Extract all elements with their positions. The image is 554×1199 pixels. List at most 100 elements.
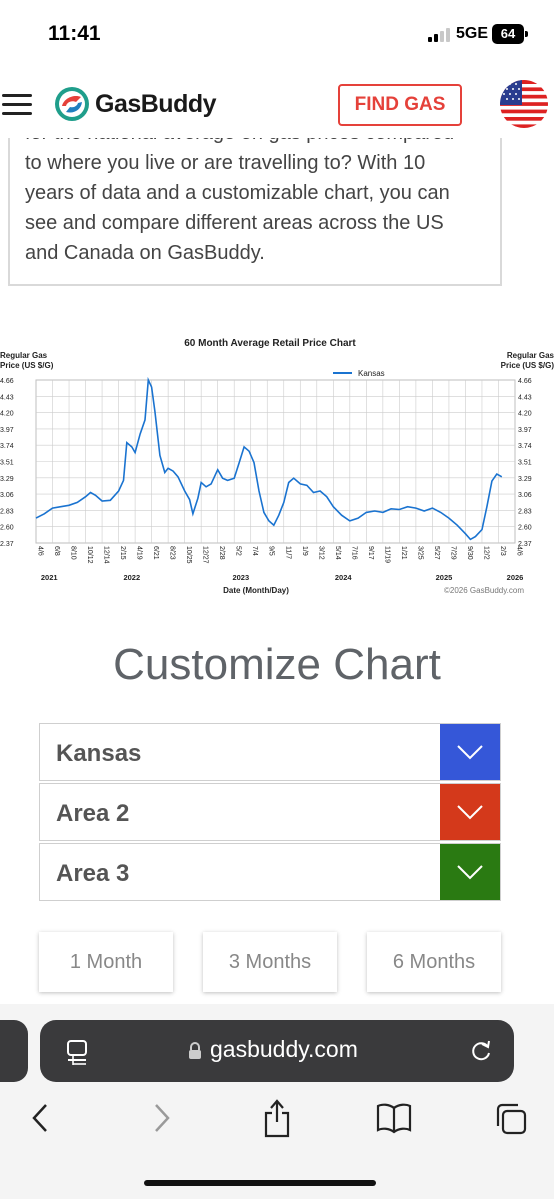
year-label: 2024 <box>335 573 353 582</box>
forward-icon[interactable] <box>150 1102 172 1134</box>
x-tick-label: 1/21 <box>400 546 407 560</box>
bookmarks-icon[interactable] <box>376 1102 412 1134</box>
find-gas-button[interactable]: FIND GAS <box>338 84 462 126</box>
article-line: see and compare different areas across t… <box>25 212 444 234</box>
area-2-dropdown-button[interactable] <box>440 784 500 840</box>
chevron-down-icon <box>457 805 483 820</box>
x-tick-label: 5/2 <box>235 546 242 556</box>
chevron-down-icon <box>457 865 483 880</box>
back-icon[interactable] <box>30 1102 52 1134</box>
x-tick-label: 4/6 <box>516 546 523 556</box>
network-label: 5GE <box>456 25 489 42</box>
x-tick-label: 3/25 <box>416 546 423 560</box>
status-time: 11:41 <box>48 22 101 45</box>
x-tick-label: 7/29 <box>449 546 456 560</box>
area-2-label: Area 2 <box>56 800 130 827</box>
range-6-months-button[interactable]: 6 Months <box>367 932 501 992</box>
x-tick-label: 11/7 <box>284 546 291 559</box>
x-tick-label: 2/15 <box>119 546 126 560</box>
year-label: 2023 <box>232 573 249 582</box>
y-tick-label: 3.29 <box>518 476 532 483</box>
status-bar: 11:41 5GE 64 <box>0 0 554 66</box>
x-tick-label: 12/27 <box>202 546 209 564</box>
area-1-dropdown-button[interactable] <box>440 724 500 780</box>
legend-label: Kansas <box>358 369 385 378</box>
x-tick-label: 7/4 <box>251 546 258 556</box>
x-tick-label: 7/16 <box>350 546 357 560</box>
y-tick-label: 4.66 <box>0 378 14 385</box>
x-tick-label: 4/19 <box>136 546 143 560</box>
area-3-label: Area 3 <box>56 860 130 887</box>
x-tick-label: 5/27 <box>433 546 440 560</box>
year-label: 2025 <box>436 573 453 582</box>
area-1-select[interactable]: Kansas <box>39 723 501 781</box>
url-text: gasbuddy.com <box>210 1036 358 1062</box>
customize-chart-title: Customize Chart <box>113 640 441 689</box>
y-axis-label-right: Regular Gas <box>507 351 554 360</box>
y-tick-label: 3.74 <box>0 443 14 450</box>
kansas-series-line <box>35 376 503 541</box>
x-tick-label: 9/17 <box>367 546 374 560</box>
y-axis-label-left: Regular Gas <box>0 351 48 360</box>
y-axis-label-left: Price (US $/G) <box>0 361 54 370</box>
y-tick-label: 4.43 <box>0 394 14 401</box>
article-paragraph: for the national average on gas prices c… <box>25 138 495 268</box>
range-1-month-button[interactable]: 1 Month <box>39 932 173 992</box>
x-tick-label: 3/12 <box>317 546 324 560</box>
y-tick-label: 2.37 <box>0 541 14 548</box>
chevron-down-icon <box>457 745 483 760</box>
x-tick-label: 6/8 <box>53 546 60 556</box>
tabs-icon[interactable] <box>494 1102 528 1136</box>
x-tick-label: 4/6 <box>37 546 44 556</box>
area-3-dropdown-button[interactable] <box>440 844 500 900</box>
x-tick-label: 2/28 <box>218 546 225 560</box>
gasbuddy-logo-icon <box>55 87 89 121</box>
chart-title: 60 Month Average Retail Price Chart <box>184 338 356 349</box>
article-line: for the national average on gas prices c… <box>25 138 495 148</box>
y-tick-label: 3.97 <box>518 427 532 434</box>
area-2-select[interactable]: Area 2 <box>39 783 501 841</box>
home-indicator <box>144 1180 376 1186</box>
chart-credit: ©2026 GasBuddy.com <box>444 586 524 595</box>
site-header: GasBuddy FIND GAS <box>0 70 554 138</box>
x-tick-label: 8/23 <box>169 546 176 560</box>
y-axis-label-right: Price (US $/G) <box>501 361 554 370</box>
gasbuddy-logo[interactable]: GasBuddy <box>54 82 217 126</box>
x-axis-label: Date (Month/Day) <box>223 586 289 595</box>
y-tick-label: 3.29 <box>0 476 14 483</box>
article-text-box: for the national average on gas prices c… <box>8 138 502 286</box>
y-tick-label: 4.66 <box>518 378 532 385</box>
share-icon[interactable] <box>262 1098 292 1138</box>
y-tick-label: 2.83 <box>518 508 532 515</box>
x-tick-label: 12/14 <box>103 546 110 564</box>
year-label: 2026 <box>507 573 524 582</box>
browser-bottom-bar: gasbuddy.com <box>0 1004 554 1199</box>
y-tick-label: 2.60 <box>518 525 532 532</box>
x-tick-label: 10/25 <box>185 546 192 564</box>
area-1-label: Kansas <box>56 740 142 767</box>
reader-mode-icon[interactable] <box>66 1039 88 1065</box>
x-tick-label: 10/12 <box>86 546 93 564</box>
x-tick-label: 2/3 <box>499 546 506 556</box>
previous-tab-preview[interactable] <box>0 1020 28 1082</box>
menu-icon[interactable] <box>2 94 32 116</box>
lock-icon <box>189 1042 201 1059</box>
y-tick-label: 4.20 <box>0 411 14 418</box>
price-chart: 60 Month Average Retail Price Chart Regu… <box>0 328 554 600</box>
us-flag-icon[interactable] <box>500 80 548 128</box>
y-tick-label: 3.06 <box>0 492 14 499</box>
x-tick-label: 11/19 <box>383 546 390 563</box>
address-bar[interactable]: gasbuddy.com <box>40 1020 514 1082</box>
reload-icon[interactable] <box>468 1038 494 1064</box>
battery-icon: 64 <box>492 24 528 44</box>
x-tick-label: 1/9 <box>301 546 308 556</box>
range-3-months-button[interactable]: 3 Months <box>203 932 337 992</box>
x-tick-label: 6/21 <box>152 546 159 560</box>
y-tick-label: 3.51 <box>518 460 532 467</box>
x-tick-label: 9/5 <box>268 546 275 556</box>
y-tick-label: 2.83 <box>0 508 14 515</box>
article-line: years of data and a customizable chart, … <box>25 182 450 204</box>
area-3-select[interactable]: Area 3 <box>39 843 501 901</box>
price-chart-svg: 60 Month Average Retail Price Chart Regu… <box>0 338 554 595</box>
x-tick-label: 8/10 <box>70 546 77 560</box>
